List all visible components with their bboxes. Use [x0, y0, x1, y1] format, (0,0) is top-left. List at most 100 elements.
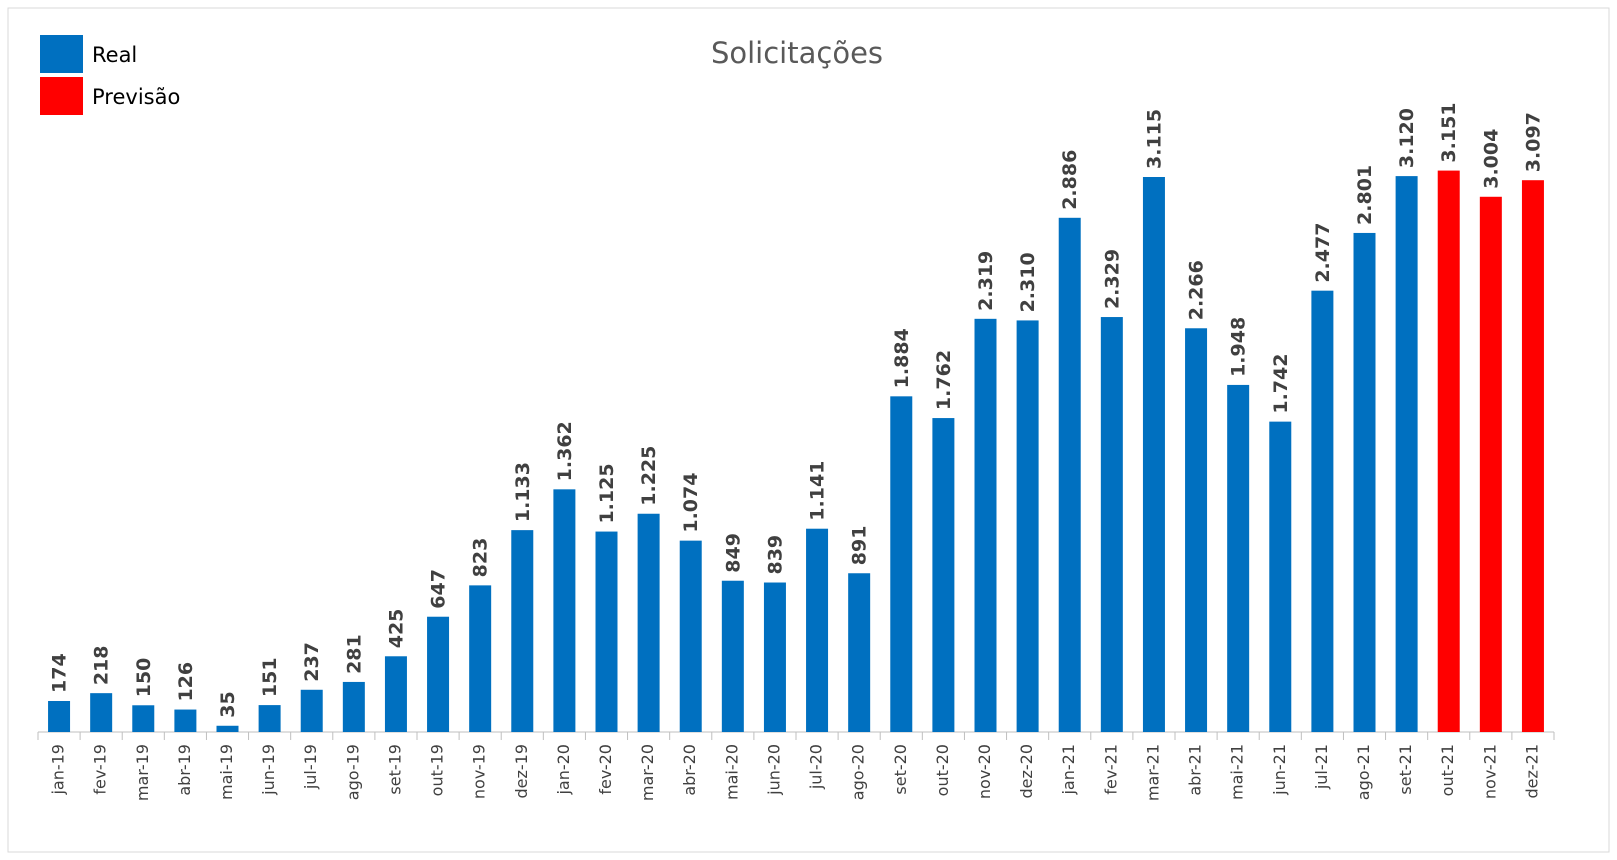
data-label: 3.004	[1480, 129, 1502, 189]
x-tick-label: mai-20	[722, 744, 741, 800]
bar	[48, 700, 71, 732]
data-label: 891	[849, 526, 871, 566]
bar	[132, 705, 155, 732]
bar	[932, 418, 955, 732]
bar	[637, 513, 660, 732]
data-label: 823	[470, 538, 492, 578]
x-tick-label: nov-21	[1480, 744, 1499, 799]
x-tick-label: set-19	[385, 744, 404, 795]
chart-title: Solicitações	[711, 36, 883, 70]
data-label: 839	[764, 535, 786, 575]
bar	[1437, 170, 1460, 732]
bar	[427, 616, 450, 732]
x-tick-label: mar-19	[133, 744, 152, 801]
bar	[890, 396, 913, 732]
x-tick-label: abr-21	[1186, 744, 1205, 796]
data-label: 2.886	[1059, 150, 1081, 210]
x-tick-label: nov-20	[975, 744, 994, 799]
x-tick-label: fev-21	[1101, 744, 1120, 795]
legend-label: Previsão	[92, 85, 180, 109]
data-label: 2.329	[1101, 249, 1123, 309]
data-label: 237	[301, 642, 323, 682]
bar	[511, 530, 534, 732]
data-label: 3.115	[1143, 109, 1165, 169]
bar	[595, 531, 618, 732]
x-tick-label: ago-21	[1354, 744, 1373, 800]
x-tick-label: jun-21	[1270, 744, 1289, 796]
x-tick-label: jul-19	[301, 744, 320, 790]
bar	[300, 689, 323, 732]
data-label: 647	[428, 569, 450, 609]
data-label: 425	[385, 609, 407, 649]
data-label: 1.362	[554, 421, 576, 481]
x-tick-label: mar-21	[1143, 744, 1162, 801]
x-tick-label: abr-19	[175, 744, 194, 796]
x-tick-label: jun-20	[764, 744, 783, 796]
data-label: 2.310	[1017, 252, 1039, 312]
data-label: 174	[49, 653, 71, 693]
data-label: 151	[259, 657, 281, 697]
x-tick-label: dez-20	[1017, 744, 1036, 799]
bar	[258, 705, 281, 732]
x-tick-label: mai-19	[217, 744, 236, 800]
bar	[384, 656, 407, 732]
data-label: 3.151	[1438, 102, 1460, 162]
bar	[553, 489, 576, 732]
data-label: 2.801	[1354, 165, 1376, 225]
x-tick-label: fev-19	[91, 744, 110, 795]
x-tick-label: ago-20	[849, 744, 868, 800]
data-label: 281	[343, 634, 365, 674]
x-tick-label: jan-21	[1059, 744, 1078, 796]
bar	[974, 318, 997, 732]
data-label: 3.097	[1522, 112, 1544, 172]
bar	[1058, 217, 1081, 732]
x-tick-label: set-20	[891, 744, 910, 795]
data-label: 1.742	[1270, 354, 1292, 414]
x-tick-label: out-20	[933, 744, 952, 796]
x-tick-label: jan-20	[554, 744, 573, 796]
legend-swatch	[40, 77, 83, 115]
bar	[1395, 176, 1418, 733]
x-tick-label: dez-19	[512, 744, 531, 799]
x-tick-label: jun-19	[259, 744, 278, 796]
bar	[1227, 384, 1250, 732]
bar	[1100, 317, 1123, 732]
x-tick-label: abr-20	[680, 744, 699, 796]
legend-label: Real	[92, 43, 137, 67]
data-label: 1.225	[638, 446, 660, 506]
bar	[90, 693, 113, 732]
x-tick-label: set-21	[1396, 744, 1415, 795]
bar	[806, 528, 829, 732]
x-tick-label: ago-19	[343, 744, 362, 800]
x-tick-label: nov-19	[470, 744, 489, 799]
bar	[342, 681, 365, 732]
bar	[1185, 328, 1208, 732]
data-label: 2.319	[975, 251, 997, 311]
data-label: 1.762	[933, 350, 955, 410]
data-label: 849	[722, 533, 744, 573]
x-tick-label: jul-21	[1312, 744, 1331, 790]
bar	[1479, 196, 1502, 733]
x-tick-label: jan-19	[49, 744, 68, 796]
legend-swatch	[40, 35, 83, 73]
data-label: 126	[175, 662, 197, 702]
bar	[1311, 290, 1334, 732]
bar	[763, 582, 786, 732]
data-label: 1.125	[596, 463, 618, 523]
data-label: 35	[217, 691, 239, 717]
data-label: 1.884	[891, 328, 913, 388]
x-tick-label: out-19	[428, 744, 447, 796]
data-label: 3.120	[1396, 108, 1418, 168]
bar	[679, 540, 702, 732]
bar	[1016, 320, 1039, 732]
data-label: 218	[91, 645, 113, 685]
bar	[848, 573, 871, 732]
bar	[174, 709, 197, 732]
x-tick-label: out-21	[1438, 744, 1457, 796]
bar	[1353, 232, 1376, 732]
bar	[216, 725, 239, 732]
data-label: 1.141	[807, 461, 829, 521]
data-label: 2.266	[1186, 260, 1208, 320]
bar	[1142, 177, 1165, 732]
